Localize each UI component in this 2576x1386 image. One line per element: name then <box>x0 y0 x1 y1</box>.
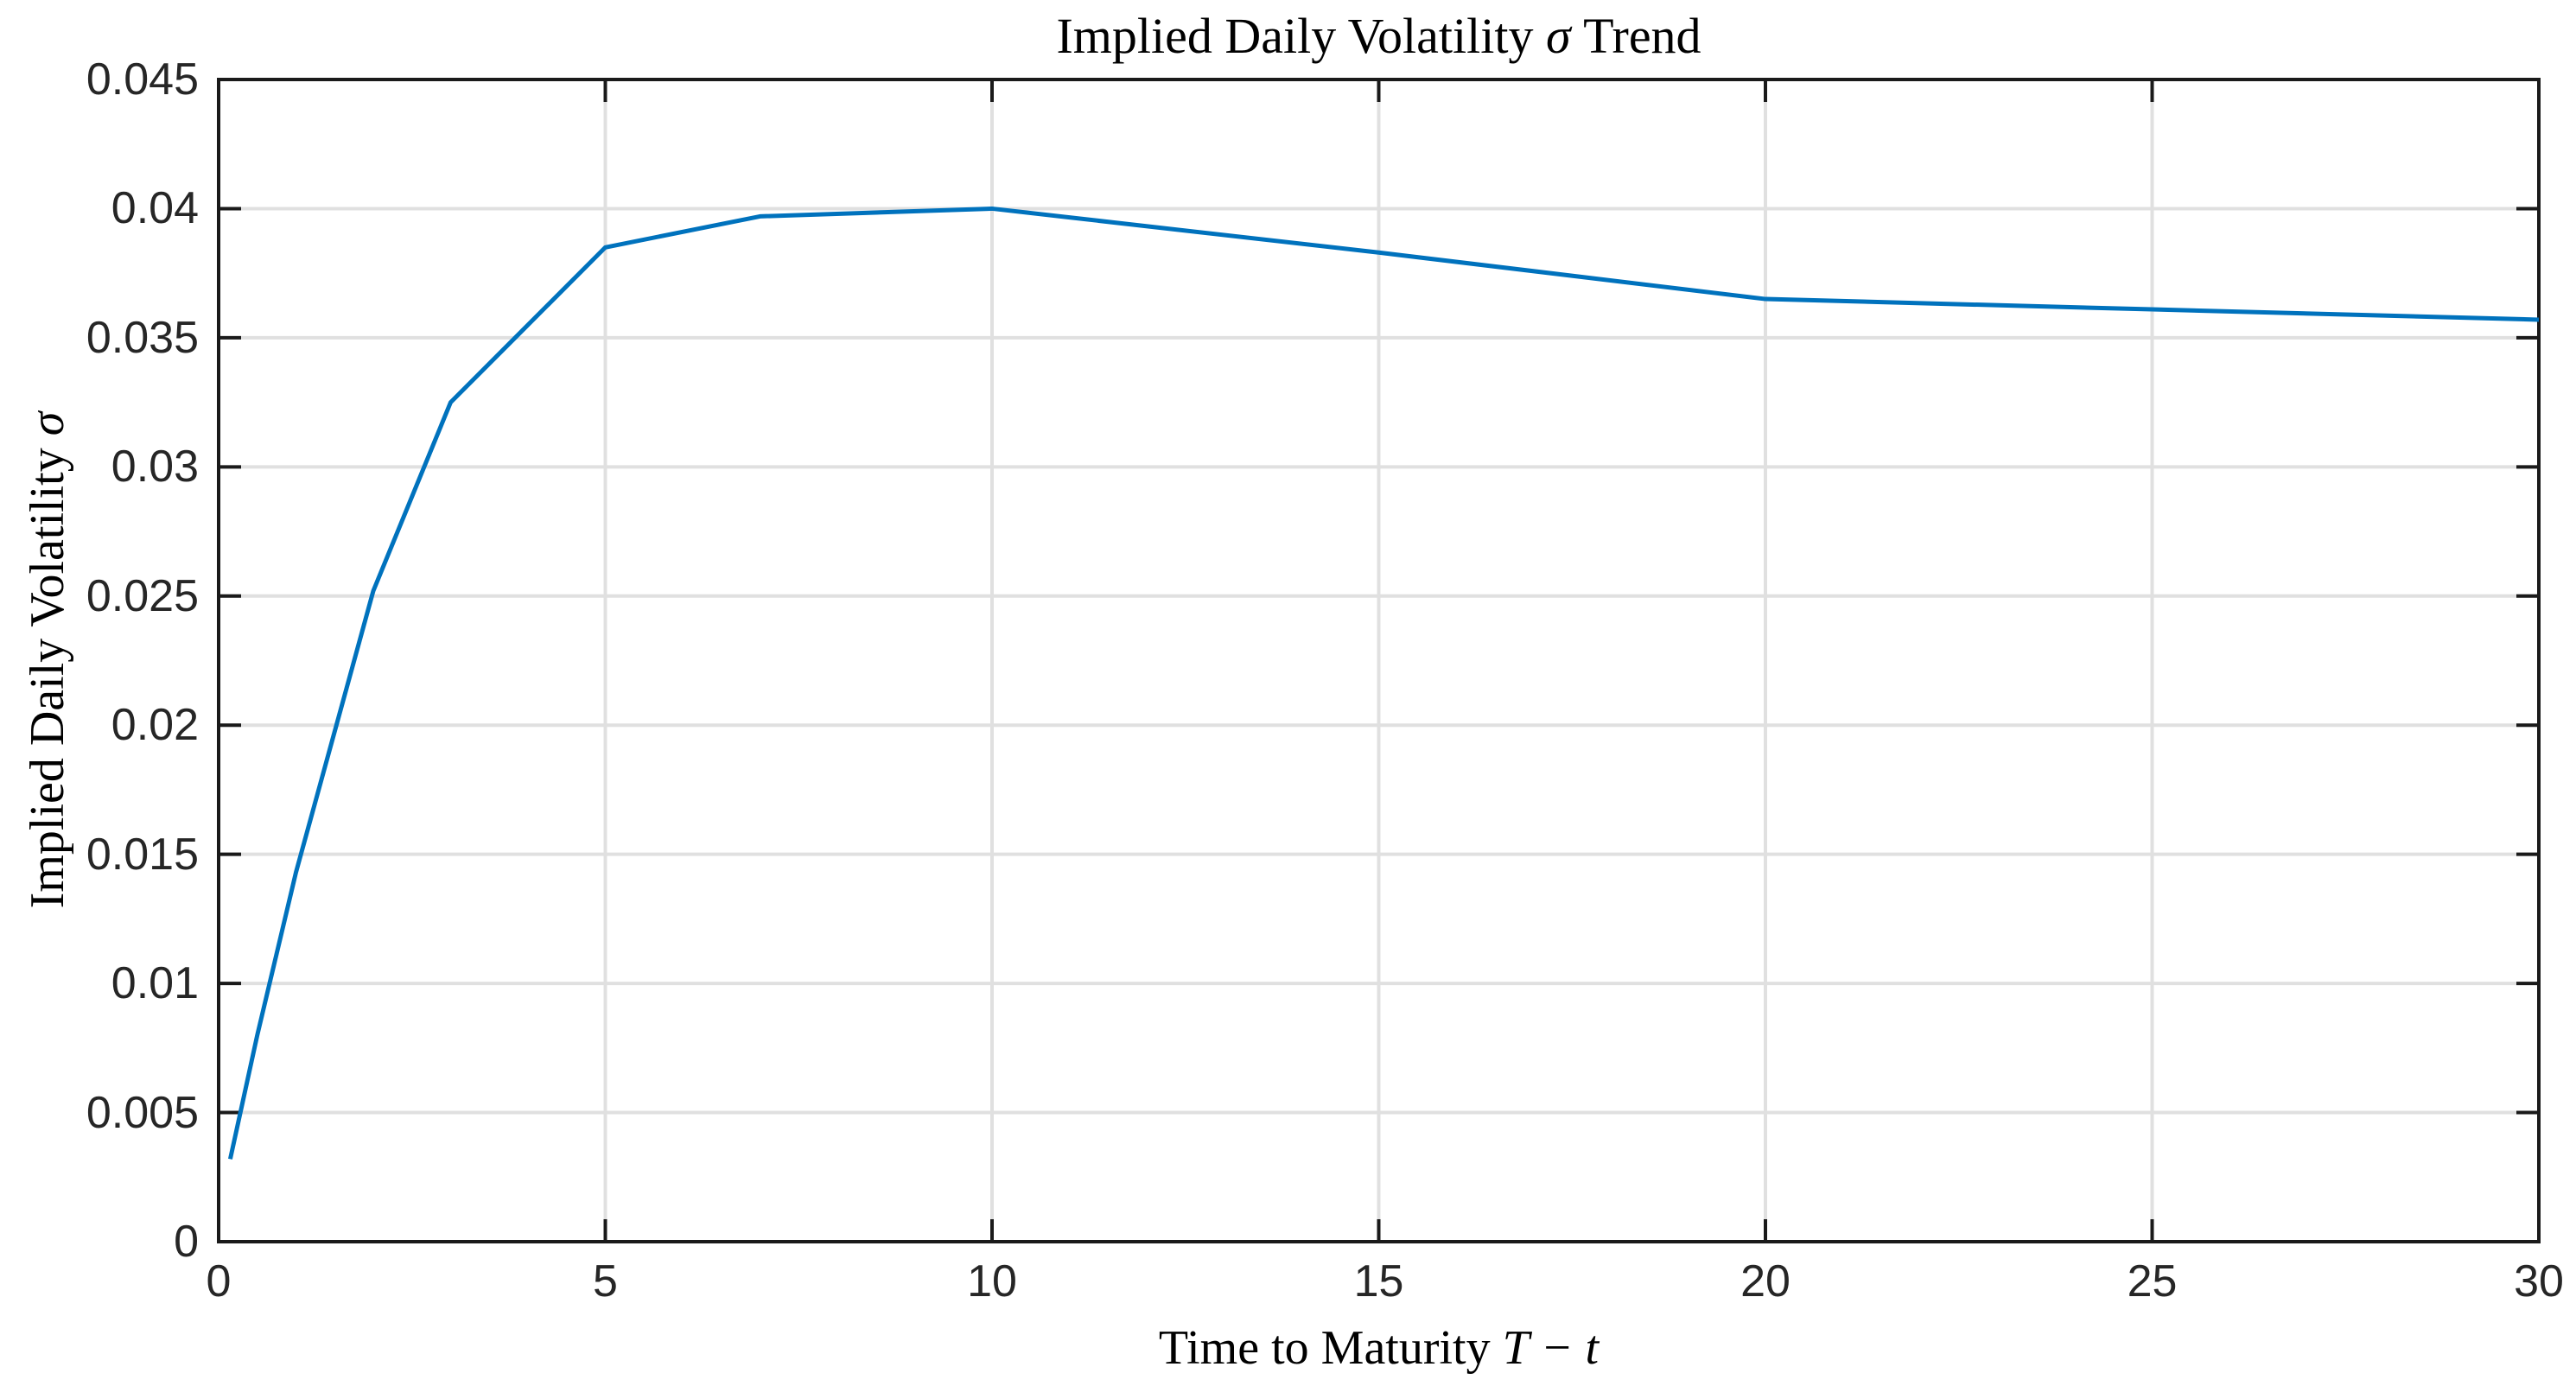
y-tick-label: 0.035 <box>86 312 199 363</box>
y-axis-label-text: Implied Daily Volatility <box>21 436 74 909</box>
chart-title: Implied Daily Volatility σ Trend <box>219 7 2539 65</box>
y-tick-label: 0.04 <box>111 183 199 234</box>
y-tick-label: 0.01 <box>111 958 199 1009</box>
y-tick-label: 0.015 <box>86 829 199 880</box>
y-axis-label-sigma: σ <box>21 411 74 436</box>
x-tick-label: 25 <box>2127 1256 2178 1307</box>
x-tick-label: 30 <box>2514 1256 2564 1307</box>
grid-layer <box>219 79 2539 1242</box>
y-axis-label: Implied Daily Volatility σ <box>20 412 75 909</box>
x-tick-label: 20 <box>1740 1256 1790 1307</box>
x-tick-label: 0 <box>206 1256 232 1307</box>
y-tick-label: 0 <box>174 1217 199 1267</box>
chart-title-trend: Trend <box>1570 8 1701 64</box>
chart-title-text: Implied Daily Volatility <box>1056 8 1546 64</box>
x-axis-label: Time to Maturity T − t <box>219 1320 2539 1376</box>
y-tick-label: 0.045 <box>86 54 199 105</box>
x-tick-label: 10 <box>967 1256 1017 1307</box>
x-axis-label-math: T − t <box>1502 1321 1600 1375</box>
volatility-line-series <box>227 206 2540 1160</box>
x-axis-label-text: Time to Maturity <box>1158 1321 1503 1375</box>
x-tick-label: 15 <box>1353 1256 1404 1307</box>
x-tick-label: 5 <box>593 1256 618 1307</box>
y-tick-label: 0.025 <box>86 570 199 621</box>
y-tick-label: 0.02 <box>111 700 199 751</box>
y-tick-label: 0.03 <box>111 442 199 493</box>
tick-marks-layer <box>217 78 2541 1243</box>
y-tick-label: 0.005 <box>86 1087 199 1138</box>
chart-title-sigma: σ <box>1546 8 1571 64</box>
